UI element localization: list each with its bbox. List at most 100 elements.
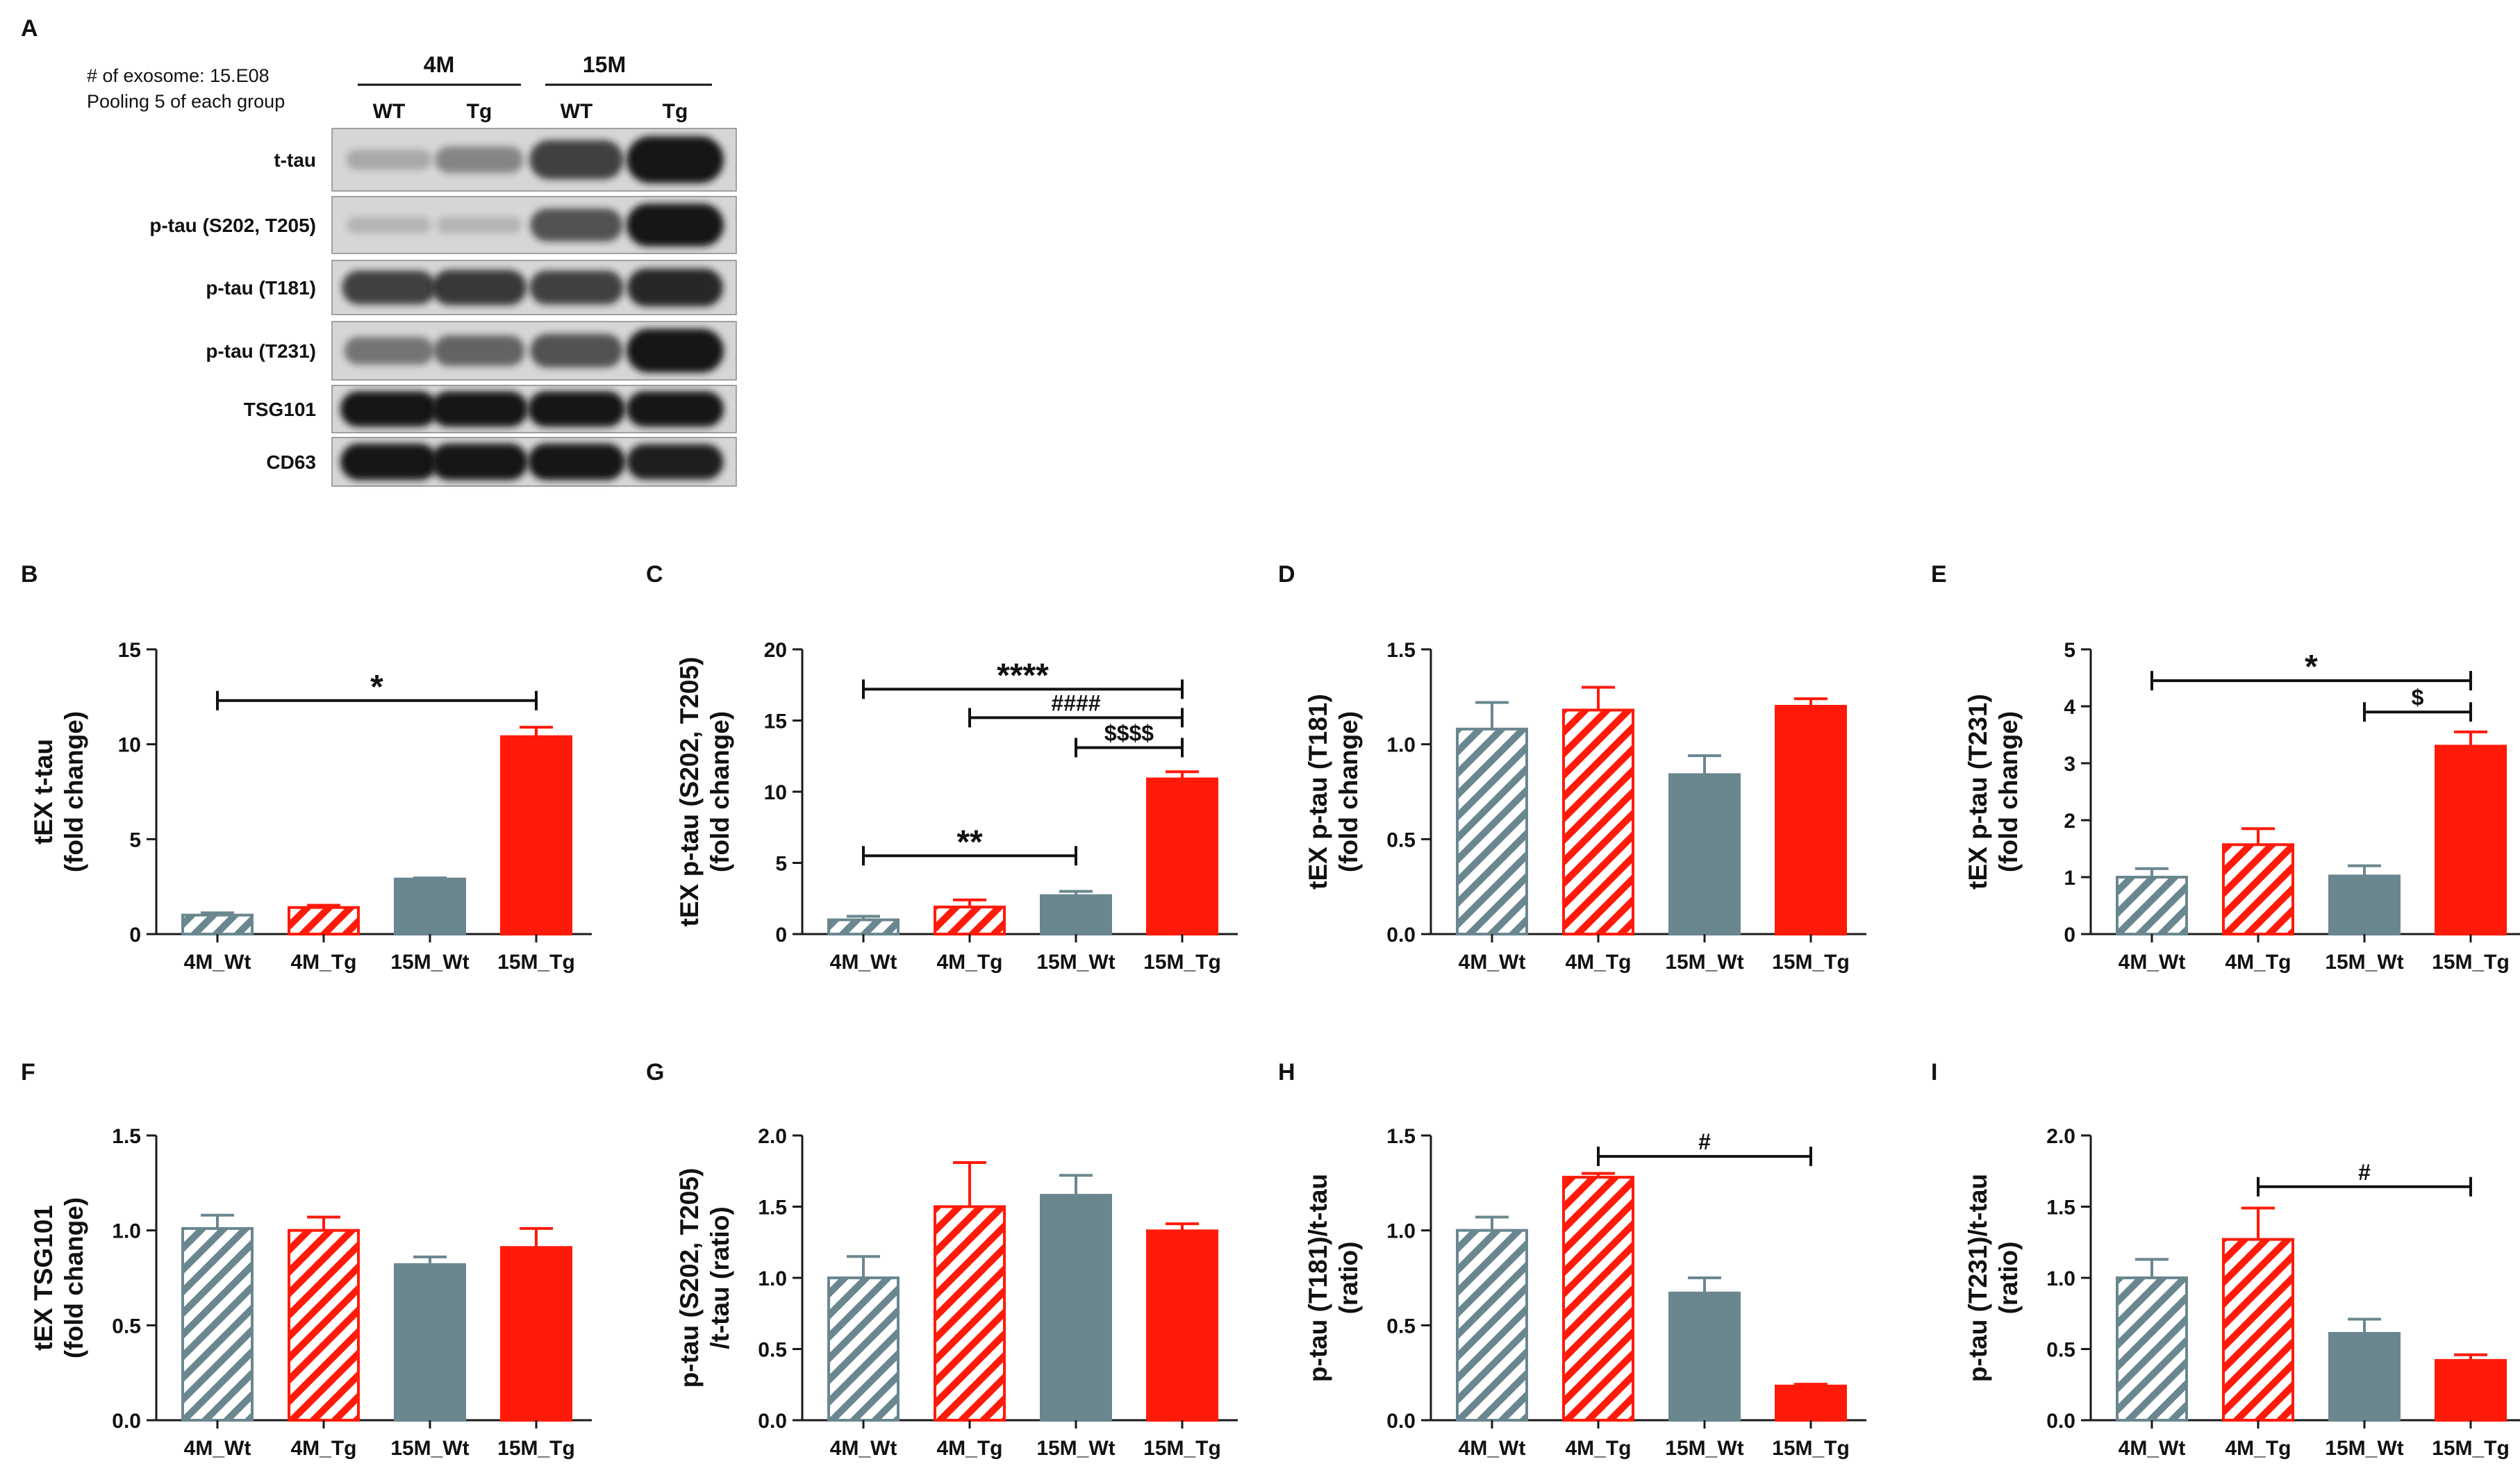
significance-label: ** (956, 824, 983, 860)
x-tick-label: 15M_Tg (1772, 1437, 1850, 1460)
y-axis-label: tEX TSG101 (29, 1205, 58, 1351)
y-tick-label: 0.5 (758, 1339, 787, 1362)
x-tick-label: 15M_Tg (2432, 951, 2510, 974)
y-axis-label: (ratio) (1994, 1242, 2023, 1315)
blot-row: p-tau (S202, T205) (149, 196, 737, 254)
blot-band (627, 391, 724, 427)
y-tick-label: 1.0 (2046, 1267, 2075, 1290)
significance-label: $ (2412, 685, 2424, 710)
bar (288, 906, 360, 935)
bar (394, 877, 466, 935)
y-axis-label: (fold change) (706, 711, 734, 872)
y-tick-label: 15 (118, 639, 141, 662)
y-tick-label: 0 (775, 924, 787, 947)
blot-band (529, 270, 624, 305)
x-tick-label: 4M_Tg (290, 1437, 356, 1460)
y-tick-label: 0.0 (2046, 1410, 2075, 1433)
x-tick-label: 15M_Wt (1665, 1437, 1743, 1460)
y-tick-label: 0.5 (1386, 829, 1416, 851)
bar (1146, 1229, 1218, 1422)
y-tick-label: 1.5 (112, 1125, 141, 1148)
western-blot-panel: A # of exosome: 15.E08 Pooling 5 of each… (21, 15, 737, 487)
bar (2435, 744, 2507, 936)
x-tick-label: 15M_Wt (2325, 951, 2403, 974)
y-axis-label: p-tau (T231)/t-tau (1964, 1174, 1992, 1382)
x-tick-label: 15M_Tg (1772, 951, 1850, 974)
blot-lane-label: WT (373, 100, 406, 123)
y-tick-label: 1 (2064, 867, 2075, 890)
bar (2328, 874, 2401, 935)
bar (1040, 894, 1112, 936)
x-tick-label: 4M_Tg (2225, 951, 2291, 974)
x-tick-label: 4M_Tg (936, 1437, 1002, 1460)
blot-band (627, 203, 724, 247)
blot-band (344, 337, 434, 365)
y-tick-label: 20 (764, 639, 787, 662)
panel-letter: I (1931, 1059, 1937, 1085)
y-tick-label: 0.5 (112, 1315, 141, 1338)
y-tick-label: 5 (775, 853, 787, 876)
panel-letter: F (21, 1059, 35, 1085)
blot-band (530, 333, 623, 368)
x-tick-label: 15M_Wt (1665, 951, 1743, 974)
x-tick-label: 15M_Tg (497, 951, 575, 974)
y-tick-label: 2 (2064, 810, 2075, 833)
panel-letter: E (1931, 561, 1947, 588)
y-tick-label: 1.0 (112, 1220, 141, 1243)
y-tick-label: 0.5 (2046, 1339, 2075, 1362)
y-tick-label: 10 (764, 781, 787, 804)
x-tick-label: 4M_Tg (290, 951, 356, 974)
y-tick-label: 0.0 (1386, 924, 1416, 947)
blot-lane-label: Tg (663, 100, 688, 123)
blot-band (528, 391, 625, 427)
bar (2116, 876, 2188, 935)
x-tick-label: 4M_Tg (2225, 1437, 2291, 1460)
y-tick-label: 1.0 (758, 1267, 787, 1290)
blot-band (627, 136, 724, 183)
y-axis-label: (ratio) (1334, 1242, 1363, 1315)
bar (288, 1229, 360, 1422)
bar (1562, 1176, 1634, 1422)
chart-panel-h: Hp-tau (T181)/t-tau (ratio) 0.0 0.5 1.0 1.5 4M… (1278, 1059, 1866, 1460)
y-tick-label: 1.5 (1386, 1125, 1416, 1148)
blot-band (340, 443, 438, 481)
x-tick-label: 15M_Tg (1143, 951, 1221, 974)
bar (934, 906, 1006, 936)
panel-letter: H (1278, 1059, 1295, 1085)
panel-letter-a: A (21, 15, 38, 42)
bar (1040, 1194, 1112, 1422)
blot-band (627, 444, 724, 480)
x-tick-label: 15M_Wt (1036, 951, 1115, 974)
bar (394, 1263, 466, 1422)
significance-label: #### (1051, 690, 1100, 715)
y-tick-label: 0.5 (1386, 1315, 1416, 1338)
x-tick-label: 4M_Wt (830, 951, 897, 974)
blot-row: p-tau (T231) (206, 321, 737, 381)
blot-band (627, 328, 724, 373)
bar (1775, 1384, 1847, 1422)
y-axis-label: tEX p-tau (T181) (1304, 694, 1332, 890)
blot-band (435, 146, 524, 174)
blot-group-label-15m: 15M (583, 52, 626, 77)
y-tick-label: 10 (118, 734, 141, 757)
y-axis-label: tEX t-tau (29, 739, 58, 844)
chart-panel-i: Ip-tau (T231)/t-tau (ratio) 0.0 0.5 1.0 1.5 2.… (1931, 1059, 2520, 1460)
x-tick-label: 4M_Wt (184, 951, 251, 974)
blot-row-label: p-tau (T181) (206, 277, 316, 299)
x-tick-label: 15M_Tg (497, 1437, 575, 1460)
x-tick-label: 4M_Wt (2119, 1437, 2186, 1460)
y-tick-label: 15 (764, 710, 787, 733)
blot-row: CD63 (266, 437, 737, 487)
x-tick-label: 4M_Wt (2119, 951, 2186, 974)
x-tick-label: 15M_Wt (1036, 1437, 1115, 1460)
blot-row-label: TSG101 (244, 399, 316, 420)
y-tick-label: 1.0 (1386, 1220, 1416, 1243)
blot-info-exosome-count: # of exosome: 15.E08 (87, 65, 270, 86)
y-tick-label: 5 (129, 829, 141, 851)
bar (2222, 843, 2294, 936)
bar (1668, 1291, 1741, 1422)
bar (500, 1246, 572, 1422)
blot-band (340, 391, 438, 427)
